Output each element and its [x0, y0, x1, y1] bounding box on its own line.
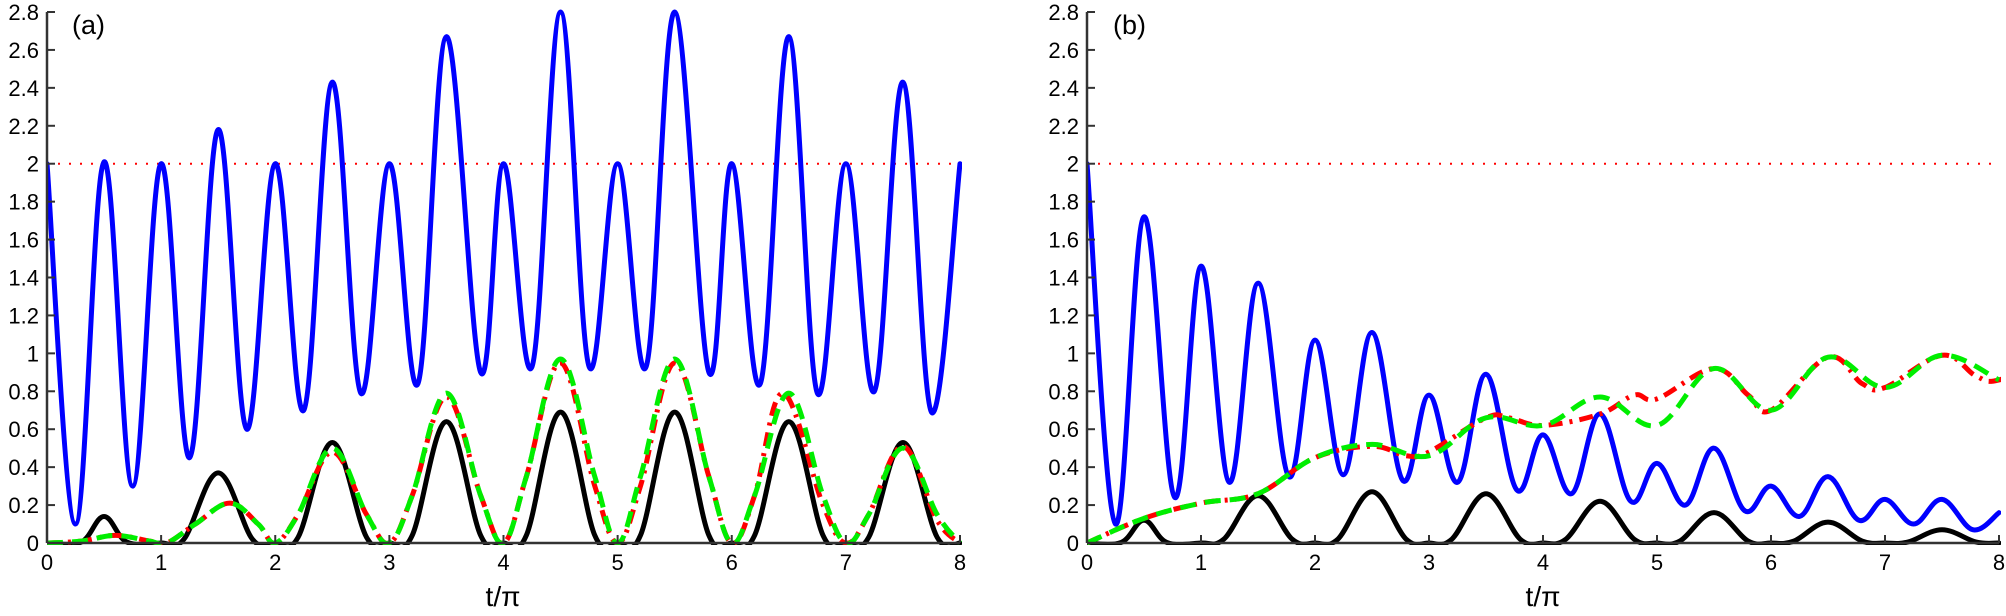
- x-tick-label: 2: [1309, 550, 1321, 575]
- y-tick-label: 0.2: [8, 493, 39, 518]
- y-tick-label: 2: [1067, 152, 1079, 177]
- y-tick-label: 0.8: [8, 379, 39, 404]
- x-tick-label: 3: [1423, 550, 1435, 575]
- y-tick-label: 0: [1067, 531, 1079, 556]
- y-tick-label: 1.2: [1048, 303, 1079, 328]
- y-tick-label: 1.4: [8, 266, 39, 291]
- y-tick-label: 0.8: [1048, 379, 1079, 404]
- x-tick-label: 6: [1765, 550, 1777, 575]
- y-tick-label: 0.4: [8, 455, 39, 480]
- x-tick-label: 2: [269, 550, 281, 575]
- x-tick-label: 8: [954, 550, 966, 575]
- y-tick-label: 0.6: [1048, 417, 1079, 442]
- panel-a-plot: 0 0.2 0.4 0.6 0.8 1 1.2 1.4 1.6 1.8 2 2.2 2.4 2.6 2.8 0…: [8, 0, 966, 612]
- x-tick-label: 3: [383, 550, 395, 575]
- series-green-dashed: [1087, 352, 2001, 545]
- x-tick-label: 8: [1993, 550, 2005, 575]
- y-tick-label: 2.4: [8, 76, 39, 101]
- y-tick-label: 2.6: [1048, 38, 1079, 63]
- x-tick-label: 7: [840, 550, 852, 575]
- axes-a: 0 0.2 0.4 0.6 0.8 1 1.2 1.4 1.6 1.8 2 2.2 2.4 2.6 2.8 0…: [8, 0, 966, 575]
- y-tick-label: 0.6: [8, 417, 39, 442]
- axes-b: 0 0.2 0.4 0.6 0.8 1 1.2 1.4 1.6 1.8 2 2.2 2.4 2.6 2.8 0…: [1048, 0, 2005, 575]
- x-tick-label: 5: [612, 550, 624, 575]
- series-blue-solid: [1087, 161, 2001, 533]
- series-red-dashdot: [1087, 352, 2001, 545]
- y-tick-label: 2.2: [1048, 114, 1079, 139]
- y-tick-label: 2.8: [1048, 0, 1079, 25]
- y-tick-label: 0.4: [1048, 455, 1079, 480]
- x-tick-label: 0: [1081, 550, 1093, 575]
- x-tick-label: 0: [41, 550, 53, 575]
- y-tick-label: 1.8: [1048, 190, 1079, 215]
- x-tick-label: 7: [1879, 550, 1891, 575]
- y-tick-label: 1.6: [1048, 228, 1079, 253]
- curves-a: [47, 9, 962, 545]
- x-tick-label: 4: [497, 550, 509, 575]
- x-tick-label: 1: [155, 550, 167, 575]
- series-black-solid: [47, 409, 962, 545]
- x-tick-label: 1: [1195, 550, 1207, 575]
- y-tick-label: 1.4: [1048, 266, 1079, 291]
- x-tick-label: 4: [1537, 550, 1549, 575]
- panel-label-a: (a): [72, 10, 105, 40]
- x-axis-label-b: t/π: [1526, 581, 1561, 612]
- curves-b: [1087, 161, 2001, 545]
- y-tick-label: 2.6: [8, 38, 39, 63]
- y-tick-label: 2: [27, 152, 39, 177]
- x-tick-label: 5: [1651, 550, 1663, 575]
- y-tick-label: 2.4: [1048, 76, 1079, 101]
- x-axis-label-a: t/π: [486, 581, 521, 612]
- panel-label-b: (b): [1113, 10, 1146, 40]
- y-tick-label: 1.2: [8, 303, 39, 328]
- y-tick-label: 1.8: [8, 190, 39, 215]
- y-tick-label: 2.8: [8, 0, 39, 25]
- y-tick-label: 1.6: [8, 228, 39, 253]
- series-green-dashed: [47, 356, 962, 545]
- y-tick-label: 1: [1067, 341, 1079, 366]
- x-tick-label: 6: [726, 550, 738, 575]
- y-tick-label: 0.2: [1048, 493, 1079, 518]
- panel-b-plot: 0 0.2 0.4 0.6 0.8 1 1.2 1.4 1.6 1.8 2 2.2 2.4 2.6 2.8 0…: [1048, 0, 2005, 612]
- y-tick-label: 1: [27, 341, 39, 366]
- series-blue-solid: [47, 9, 962, 527]
- y-tick-label: 2.2: [8, 114, 39, 139]
- y-tick-label: 0: [27, 531, 39, 556]
